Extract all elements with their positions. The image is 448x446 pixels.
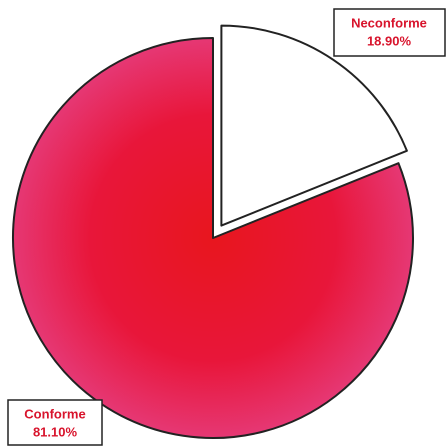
label-box [7, 399, 103, 446]
label-conforme: Conforme 81.10% [7, 399, 103, 446]
value-label: 81.10% [33, 424, 78, 439]
label-box [333, 8, 446, 57]
pie-slice [220, 24, 408, 227]
pie [12, 24, 414, 439]
label-neconforme: Neconforme 18.90% [333, 8, 446, 57]
category-label: Neconforme [351, 15, 427, 30]
category-label: Conforme [24, 406, 85, 421]
value-label: 18.90% [367, 33, 412, 48]
